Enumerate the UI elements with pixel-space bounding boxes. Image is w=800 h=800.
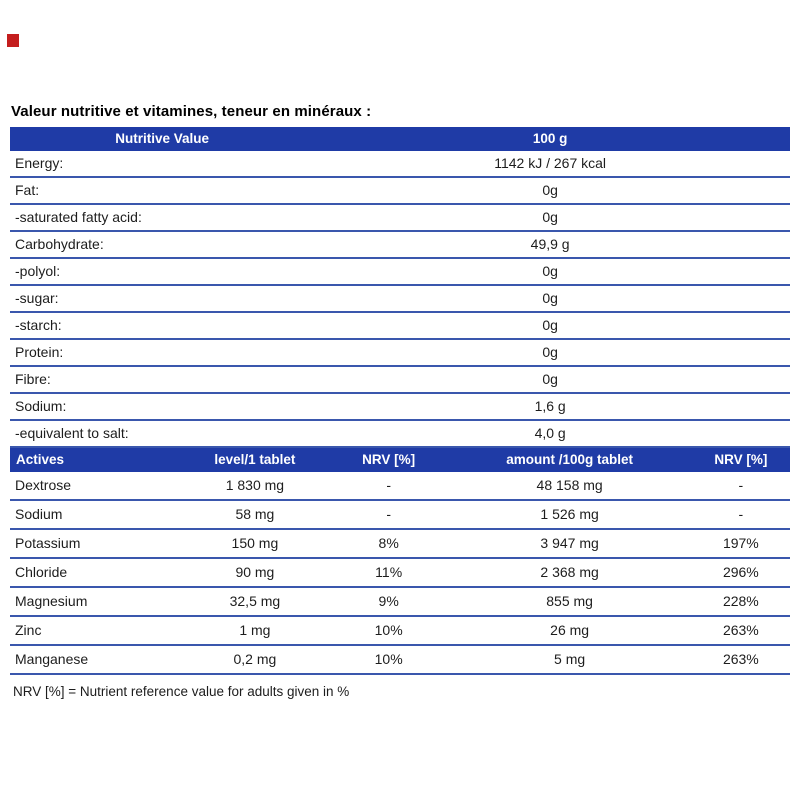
active-name: Zinc [15, 622, 42, 638]
table-row: Magnesium 32,5 mg 9% 855 mg 228% [10, 587, 790, 616]
active-amount: 48 158 mg [536, 477, 603, 493]
actives-header-level: level/1 tablet [214, 452, 296, 467]
nutrient-value: 0g [542, 263, 558, 279]
active-level: 1 mg [239, 622, 271, 638]
actives-header-name: Actives [16, 452, 65, 467]
table-row: Protein: 0g [10, 339, 790, 366]
nutrient-label: Fat: [15, 182, 40, 198]
active-nrv-tablet: 9% [378, 593, 399, 609]
nutrient-value: 49,9 g [530, 236, 570, 252]
active-level: 32,5 mg [229, 593, 281, 609]
nutrient-label: -starch: [15, 317, 62, 333]
active-nrv-tablet: 11% [375, 564, 403, 580]
active-name: Chloride [15, 564, 68, 580]
table-row: Sodium: 1,6 g [10, 393, 790, 420]
table-row: Chloride 90 mg 11% 2 368 mg 296% [10, 558, 790, 587]
page-title: Valeur nutritive et vitamines, teneur en… [11, 103, 372, 120]
table-row: -polyol: 0g [10, 258, 790, 285]
active-name: Dextrose [15, 477, 72, 493]
active-name: Magnesium [15, 593, 88, 609]
actives-header-amount: amount /100g tablet [506, 452, 633, 467]
nutrient-label: -saturated fatty acid: [15, 209, 142, 225]
nutrient-label: Energy: [15, 155, 64, 171]
table-row: -starch: 0g [10, 312, 790, 339]
actives-header-nrv1: NRV [%] [362, 452, 416, 467]
nutrient-value: 0g [542, 290, 558, 306]
nutrient-value: 0g [542, 344, 558, 360]
active-nrv-100g: 197% [722, 535, 759, 551]
nutrient-value: 0g [542, 371, 558, 387]
active-nrv-100g: 263% [722, 651, 759, 667]
table-row: Fat: 0g [10, 177, 790, 204]
active-nrv-100g: 263% [722, 622, 759, 638]
table-row: Potassium 150 mg 8% 3 947 mg 197% [10, 529, 790, 558]
active-amount: 2 368 mg [540, 564, 599, 580]
nutrient-label: Fibre: [15, 371, 51, 387]
nutritive-header-amount: 100 g [532, 131, 568, 146]
active-level: 0,2 mg [233, 651, 277, 667]
active-nrv-tablet: 10% [374, 622, 403, 638]
nutrient-label: -polyol: [15, 263, 61, 279]
active-level: 90 mg [235, 564, 275, 580]
table-row: -saturated fatty acid: 0g [10, 204, 790, 231]
table-row: -sugar: 0g [10, 285, 790, 312]
nutrient-value: 0g [542, 209, 558, 225]
active-nrv-tablet: 8% [378, 535, 399, 551]
active-level: 58 mg [235, 506, 275, 522]
nutrient-value: 0g [542, 317, 558, 333]
active-amount: 5 mg [554, 651, 586, 667]
nutrient-value: 1,6 g [534, 398, 566, 414]
active-amount: 26 mg [550, 622, 590, 638]
active-amount: 3 947 mg [540, 535, 599, 551]
active-nrv-100g: 296% [722, 564, 759, 580]
active-nrv-100g: - [738, 506, 744, 522]
table-row: Dextrose 1 830 mg - 48 158 mg - [10, 472, 790, 500]
table-row: Manganese 0,2 mg 10% 5 mg 263% [10, 645, 790, 674]
nutrient-value: 0g [542, 182, 558, 198]
active-nrv-100g: 228% [722, 593, 759, 609]
active-amount: 855 mg [546, 593, 593, 609]
nutrient-value: 1142 kJ / 267 kcal [494, 155, 607, 171]
actives-header-nrv2: NRV [%] [714, 452, 768, 467]
nutrient-label: Carbohydrate: [15, 236, 104, 252]
active-amount: 1 526 mg [540, 506, 599, 522]
table-row: Sodium 58 mg - 1 526 mg - [10, 500, 790, 529]
actives-table: Actives level/1 tablet NRV [%] amount /1… [10, 448, 790, 675]
table-row: -equivalent to salt: 4,0 g [10, 420, 790, 447]
active-name: Potassium [15, 535, 81, 551]
nutrient-label: -sugar: [15, 290, 59, 306]
nutrient-label: Sodium: [15, 398, 67, 414]
active-nrv-tablet: - [386, 506, 391, 522]
nutritive-value-table: Nutritive Value 100 g Energy: 1142 kJ / … [10, 127, 790, 448]
nutrient-label: Protein: [15, 344, 64, 360]
actives-table-body: Dextrose 1 830 mg - 48 158 mg - Sodium 5… [10, 472, 790, 674]
table-row: Energy: 1142 kJ / 267 kcal [10, 151, 790, 177]
nutrient-label: -equivalent to salt: [15, 425, 129, 441]
active-nrv-tablet: - [386, 477, 391, 493]
active-nrv-100g: - [738, 477, 744, 493]
active-level: 1 830 mg [225, 477, 285, 493]
table-row: Zinc 1 mg 10% 26 mg 263% [10, 616, 790, 645]
nutritive-header-label: Nutritive Value [115, 131, 210, 146]
actives-table-header-row: Actives level/1 tablet NRV [%] amount /1… [10, 448, 790, 472]
nutrient-value: 4,0 g [534, 425, 566, 441]
active-level: 150 mg [231, 535, 279, 551]
nutritive-table-body: Energy: 1142 kJ / 267 kcal Fat: 0g -satu… [10, 151, 790, 447]
active-name: Sodium [15, 506, 63, 522]
table-row: Fibre: 0g [10, 366, 790, 393]
footnote: NRV [%] = Nutrient reference value for a… [13, 684, 350, 699]
table-row: Carbohydrate: 49,9 g [10, 231, 790, 258]
active-nrv-tablet: 10% [374, 651, 403, 667]
nutritive-table-header-row: Nutritive Value 100 g [10, 127, 790, 151]
red-marker [7, 34, 19, 47]
active-name: Manganese [15, 651, 89, 667]
